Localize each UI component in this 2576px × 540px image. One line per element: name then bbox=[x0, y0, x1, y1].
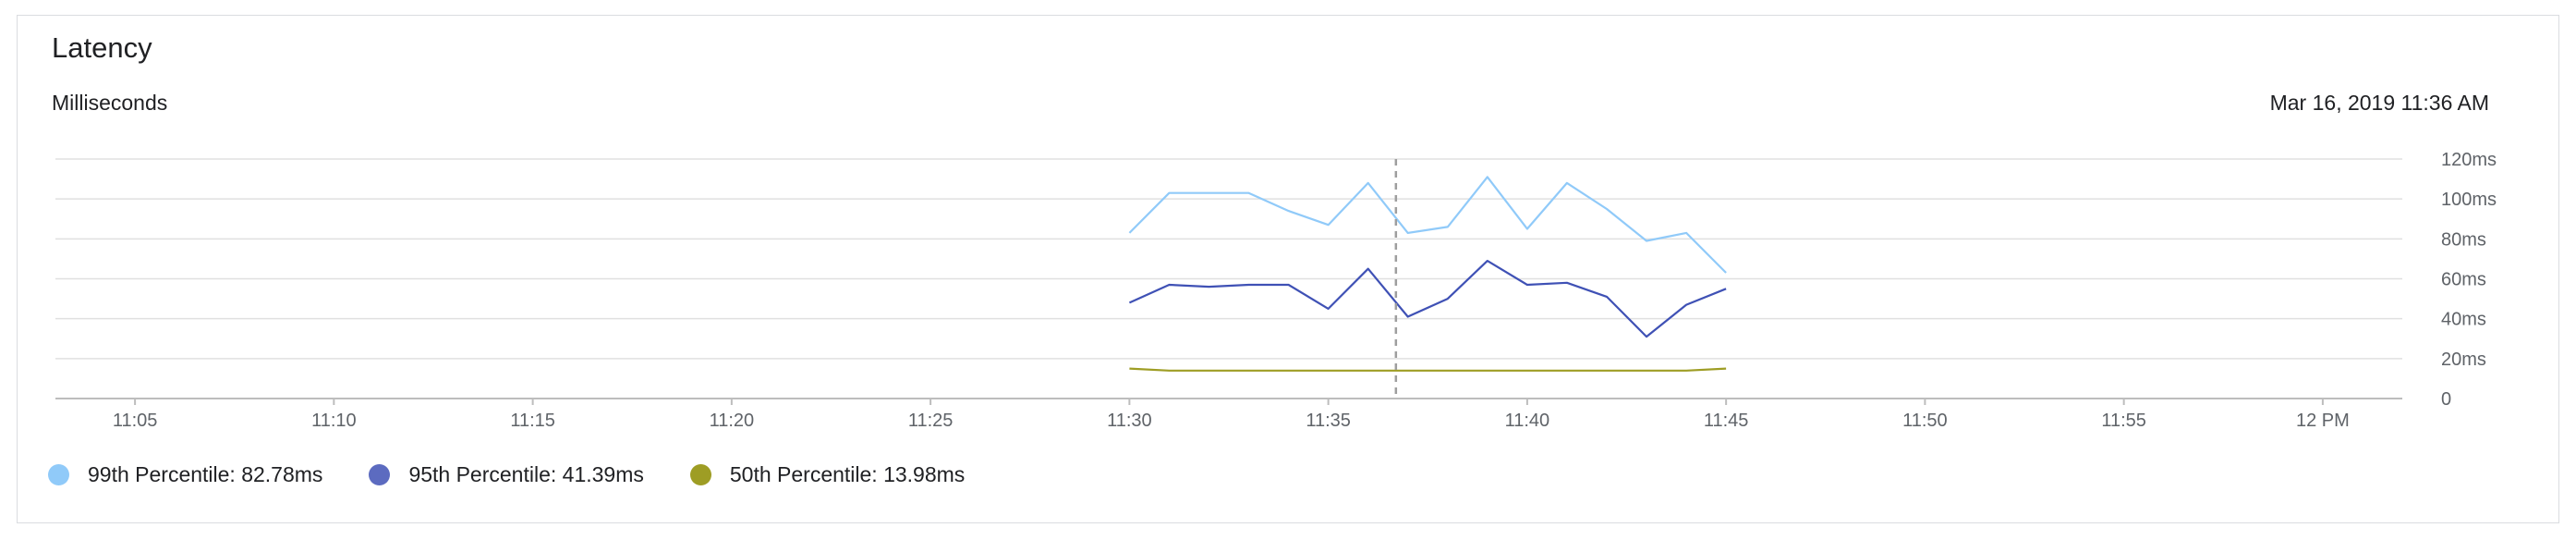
series-line-p95 bbox=[1128, 260, 1727, 338]
x-tick-label: 11:50 bbox=[1902, 411, 1948, 431]
x-tick-label: 12 PM bbox=[2296, 411, 2350, 431]
x-tick-label: 11:20 bbox=[710, 411, 755, 431]
y-tick-label: 60ms bbox=[2441, 270, 2486, 290]
legend-swatch-p95-icon bbox=[369, 464, 391, 485]
y-tick-label: 80ms bbox=[2441, 229, 2486, 250]
legend-item-p50[interactable]: 50th Percentile: 13.98ms bbox=[689, 462, 966, 487]
x-tick-label: 11:35 bbox=[1306, 411, 1351, 431]
x-tick-label: 11:55 bbox=[2101, 411, 2146, 431]
x-tick-label: 11:10 bbox=[311, 411, 357, 431]
legend-swatch-p99-icon bbox=[48, 464, 69, 485]
y-tick-label: 0 bbox=[2441, 389, 2451, 410]
y-tick-label: 100ms bbox=[2441, 190, 2497, 210]
legend-label-p95: 95th Percentile: 41.39ms bbox=[408, 462, 644, 486]
series-line-p99 bbox=[1128, 176, 1727, 274]
legend-label-p50: 50th Percentile: 13.98ms bbox=[729, 462, 966, 486]
chart-legend: 99th Percentile: 82.78ms 95th Percentile… bbox=[48, 462, 1011, 487]
card-title: Latency bbox=[52, 31, 152, 64]
cursor-timestamp: Mar 16, 2019 11:36 AM bbox=[2269, 91, 2489, 115]
legend-item-p99[interactable]: 99th Percentile: 82.78ms bbox=[48, 462, 322, 487]
legend-swatch-p50-icon bbox=[689, 464, 711, 485]
x-tick-label: 11:05 bbox=[113, 411, 158, 431]
legend-label-p99: 99th Percentile: 82.78ms bbox=[88, 462, 323, 486]
x-tick-label: 11:25 bbox=[908, 411, 954, 431]
y-units-label: Milliseconds bbox=[52, 91, 168, 115]
y-tick-label: 40ms bbox=[2441, 310, 2486, 330]
x-tick-label: 11:15 bbox=[510, 411, 555, 431]
legend-item-p95[interactable]: 95th Percentile: 41.39ms bbox=[369, 462, 644, 487]
y-tick-label: 20ms bbox=[2441, 350, 2486, 370]
x-tick-label: 11:30 bbox=[1107, 411, 1152, 431]
latency-card bbox=[17, 15, 2559, 523]
x-tick-label: 11:40 bbox=[1505, 411, 1550, 431]
x-tick-label: 11:45 bbox=[1704, 411, 1749, 431]
y-tick-label: 120ms bbox=[2441, 150, 2497, 170]
series-line-p50 bbox=[1129, 367, 1727, 372]
